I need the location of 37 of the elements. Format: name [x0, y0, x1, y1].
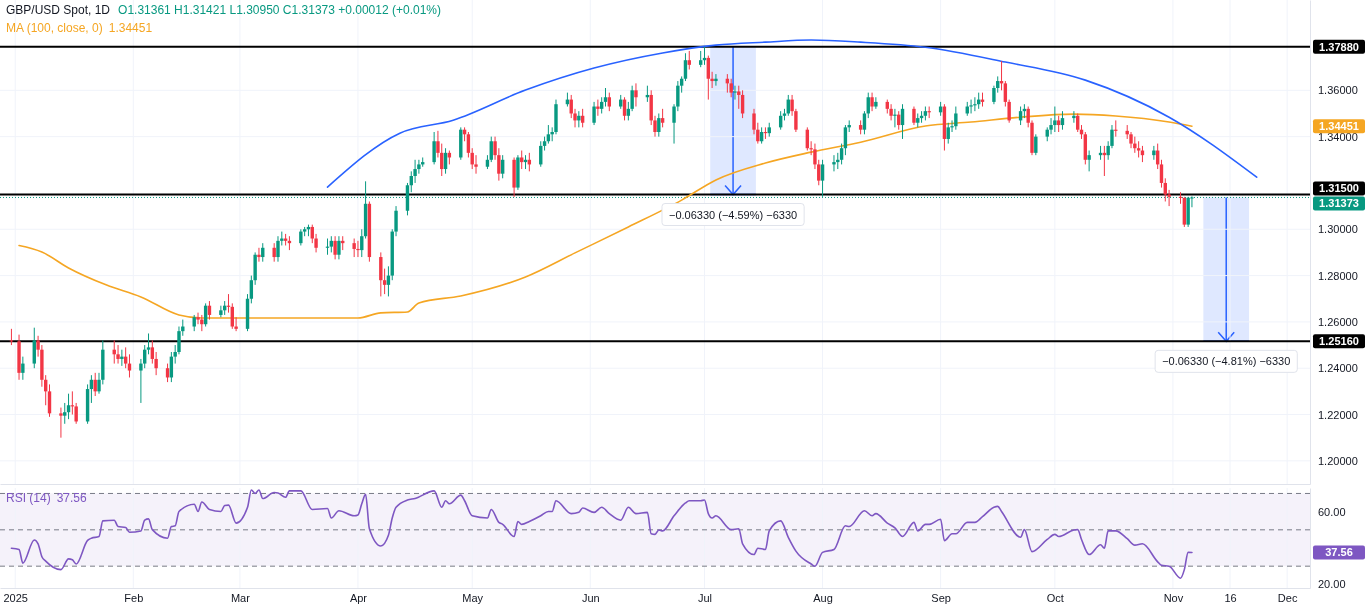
y-tick-label: 1.28000 — [1318, 269, 1358, 282]
x-tick-label: Aug — [813, 591, 833, 604]
x-tick-label: Jul — [697, 591, 713, 604]
text: 1.34451 — [1319, 120, 1359, 133]
x-tick-label: 16 — [1224, 591, 1237, 604]
annotation: 1.34451 — [108, 21, 153, 35]
x-tick-label: 2025 — [3, 591, 28, 604]
y-tick-label: 1.22000 — [1318, 408, 1358, 421]
chart-subtitle: O1.31361 H1.31421 L1.30950 C1.31373 +0.00012 (+0.01%) — [118, 3, 441, 17]
ref-line-label: 1.25160 — [1319, 335, 1359, 348]
y-tick-label: 1.34000 — [1318, 130, 1358, 143]
text: MA (100, close, 0) — [6, 21, 103, 35]
annotation: −0.06330 (−4.59%) −6330 — [669, 208, 798, 221]
y-tick-label: 1.24000 — [1318, 362, 1358, 375]
chart-title: GBP/USD Spot, 1D — [6, 3, 111, 17]
x-tick-label: Jun — [581, 591, 600, 604]
x-tick-label: Mar — [230, 591, 251, 604]
x-tick-label: Dec — [1277, 591, 1298, 604]
y-tick-label: 1.26000 — [1318, 315, 1358, 328]
y-tick-label: 1.30000 — [1318, 223, 1358, 236]
text: RSI (14) — [6, 491, 51, 505]
annotation: −0.06330 (−4.81%) −6330 — [1162, 355, 1291, 368]
ref-line-label: 1.31500 — [1319, 182, 1359, 195]
y-tick-label: 1.20000 — [1318, 454, 1358, 467]
annotation: 37.56 — [56, 491, 88, 505]
x-tick-label: Nov — [1163, 591, 1184, 604]
x-tick-label: Feb — [124, 591, 144, 604]
ref-line-label: 1.31373 — [1319, 197, 1359, 210]
text: 37.56 — [1325, 546, 1353, 559]
y-tick-label: 20.00 — [1318, 578, 1346, 591]
x-tick-label: May — [462, 591, 484, 604]
x-tick-label: Sep — [931, 591, 951, 604]
ref-line-label: 1.37880 — [1319, 40, 1359, 53]
x-tick-label: Oct — [1046, 591, 1064, 604]
y-tick-label: 1.36000 — [1318, 84, 1358, 97]
y-tick-label: 60.00 — [1318, 505, 1346, 518]
x-tick-label: Apr — [349, 591, 368, 604]
